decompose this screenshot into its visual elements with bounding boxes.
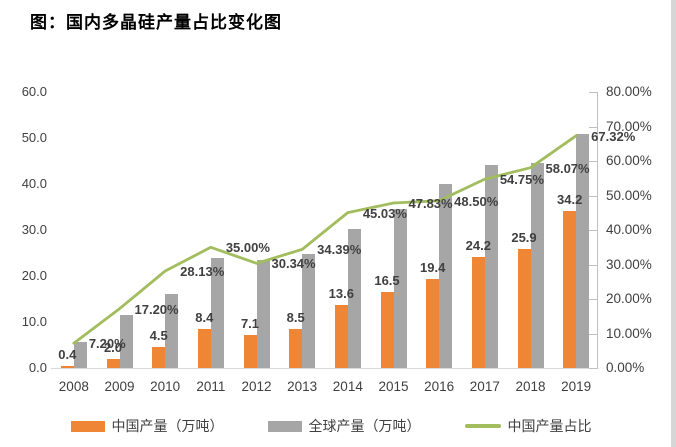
x-axis-category-label: 2014 — [332, 379, 363, 394]
left-axis-tick-label: 10.0 — [21, 314, 47, 329]
bar-global-2012 — [256, 260, 270, 368]
bar-china-2015 — [380, 292, 394, 368]
share-pct-label-2018: 58.07% — [545, 160, 590, 176]
share-pct-label-2008: 7.20% — [88, 336, 126, 352]
right-axis-tick-label: 30.00% — [606, 256, 652, 272]
share-pct-label-2011: 35.00% — [225, 240, 270, 256]
bar-china-2009 — [106, 358, 120, 368]
right-axis-tick — [589, 368, 597, 369]
china-value-label-2018: 25.9 — [511, 229, 537, 245]
bar-china-2008 — [60, 366, 74, 368]
bar-china-2019 — [563, 210, 577, 368]
right-axis-tick-label: 60.00% — [606, 153, 652, 168]
x-axis-category-label: 2015 — [378, 379, 409, 394]
bar-china-2018 — [517, 248, 531, 368]
right-axis-tick-label: 50.00% — [606, 187, 652, 203]
share-pct-label-2016: 48.50% — [454, 193, 499, 209]
china-value-label-2011: 8.4 — [195, 310, 214, 326]
bar-global-2008 — [73, 342, 87, 368]
legend-label-china: 中国产量（万吨） — [111, 418, 224, 434]
bar-global-2018 — [530, 162, 544, 368]
right-axis-tick — [589, 92, 597, 93]
bar-global-2019 — [576, 134, 590, 368]
right-axis-tick-label: 80.00% — [606, 84, 652, 99]
bar-china-2016 — [426, 278, 440, 368]
share-pct-label-2017: 54.75% — [499, 172, 544, 188]
share-pct-label-2019: 67.32% — [591, 128, 636, 144]
right-axis-tick-label: 20.00% — [606, 291, 652, 306]
china-value-label-2009: 2.0 — [103, 339, 123, 355]
share-line-swatch-icon — [464, 424, 501, 428]
legend-item-global: 全球产量（万吨） — [267, 416, 421, 436]
left-axis-tick-label: 50.0 — [21, 130, 47, 145]
china-value-label-2013: 8.5 — [286, 309, 305, 325]
right-axis-tick — [589, 195, 597, 197]
china-value-label-2016: 19.4 — [420, 259, 446, 275]
china-value-label-2010: 4.5 — [149, 328, 168, 344]
legend-item-china: 中国产量（万吨） — [70, 416, 224, 436]
x-axis-category-label: 2019 — [561, 379, 592, 394]
share-pct-label-2010: 28.13% — [180, 263, 225, 279]
bar-china-2017 — [471, 256, 485, 368]
legend-item-share: 中国产量占比 — [464, 416, 592, 436]
left-axis-tick-label: 0.0 — [28, 360, 47, 375]
share-pct-label-2013: 34.39% — [317, 242, 362, 258]
right-axis-line — [597, 92, 598, 368]
right-axis-tick — [589, 333, 597, 335]
left-axis-tick-label: 40.0 — [21, 176, 47, 191]
right-axis-tick — [589, 299, 597, 300]
right-axis-tick — [589, 126, 597, 128]
right-axis-tick — [589, 264, 597, 266]
bar-china-2010 — [152, 347, 166, 368]
legend-label-share: 中国产量占比 — [507, 418, 592, 434]
bar-china-2014 — [334, 305, 348, 368]
bar-china-2011 — [197, 329, 211, 368]
right-axis-tick-label: 40.00% — [606, 222, 652, 237]
global-bar-swatch-icon — [267, 420, 302, 432]
x-axis-category-label: 2013 — [287, 379, 318, 394]
x-axis-category-label: 2010 — [150, 379, 181, 394]
left-axis-tick-label: 20.0 — [21, 268, 47, 283]
china-value-label-2019: 34.2 — [557, 191, 583, 207]
bar-global-2016 — [439, 184, 453, 368]
share-pct-label-2012: 30.34% — [271, 256, 316, 272]
right-axis-tick-label: 70.00% — [606, 118, 652, 134]
china-value-label-2014: 13.6 — [328, 286, 354, 302]
china-value-label-2008: 0.4 — [58, 347, 77, 363]
left-axis-tick-label: 60.0 — [21, 84, 47, 99]
right-axis-tick — [589, 161, 597, 162]
legend: 中国产量（万吨） 全球产量（万吨） 中国产量占比 — [0, 416, 662, 436]
legend-label-global: 全球产量（万吨） — [308, 418, 421, 434]
x-axis-category-label: 2009 — [104, 379, 135, 394]
x-axis-category-label: 2016 — [424, 379, 455, 394]
chart-title: 图：国内多晶硅产量占比变化图 — [30, 13, 282, 32]
x-axis-line — [51, 368, 599, 369]
bar-global-2015 — [393, 209, 407, 368]
share-pct-label-2014: 45.03% — [362, 205, 407, 221]
bar-china-2012 — [243, 335, 257, 368]
share-pct-label-2015: 47.83% — [408, 195, 453, 211]
china-value-label-2015: 16.5 — [374, 273, 400, 289]
x-axis-category-label: 2017 — [469, 379, 500, 394]
china-value-label-2012: 7.1 — [240, 316, 260, 332]
right-axis-tick-label: 0.00% — [606, 360, 645, 375]
x-axis-category-label: 2008 — [58, 379, 89, 394]
x-axis-category-label: 2012 — [241, 379, 272, 394]
china-value-label-2017: 24.2 — [465, 237, 491, 253]
china-bar-swatch-icon — [70, 420, 105, 432]
right-edge-strip — [671, 0, 676, 447]
left-axis-tick-label: 30.0 — [21, 222, 47, 237]
share-pct-label-2009: 17.20% — [134, 301, 179, 317]
x-axis-category-label: 2011 — [196, 379, 226, 394]
right-axis-tick-label: 10.00% — [606, 325, 652, 341]
right-axis-tick — [589, 230, 597, 231]
x-axis-category-label: 2018 — [515, 379, 546, 394]
bar-china-2013 — [289, 328, 303, 368]
